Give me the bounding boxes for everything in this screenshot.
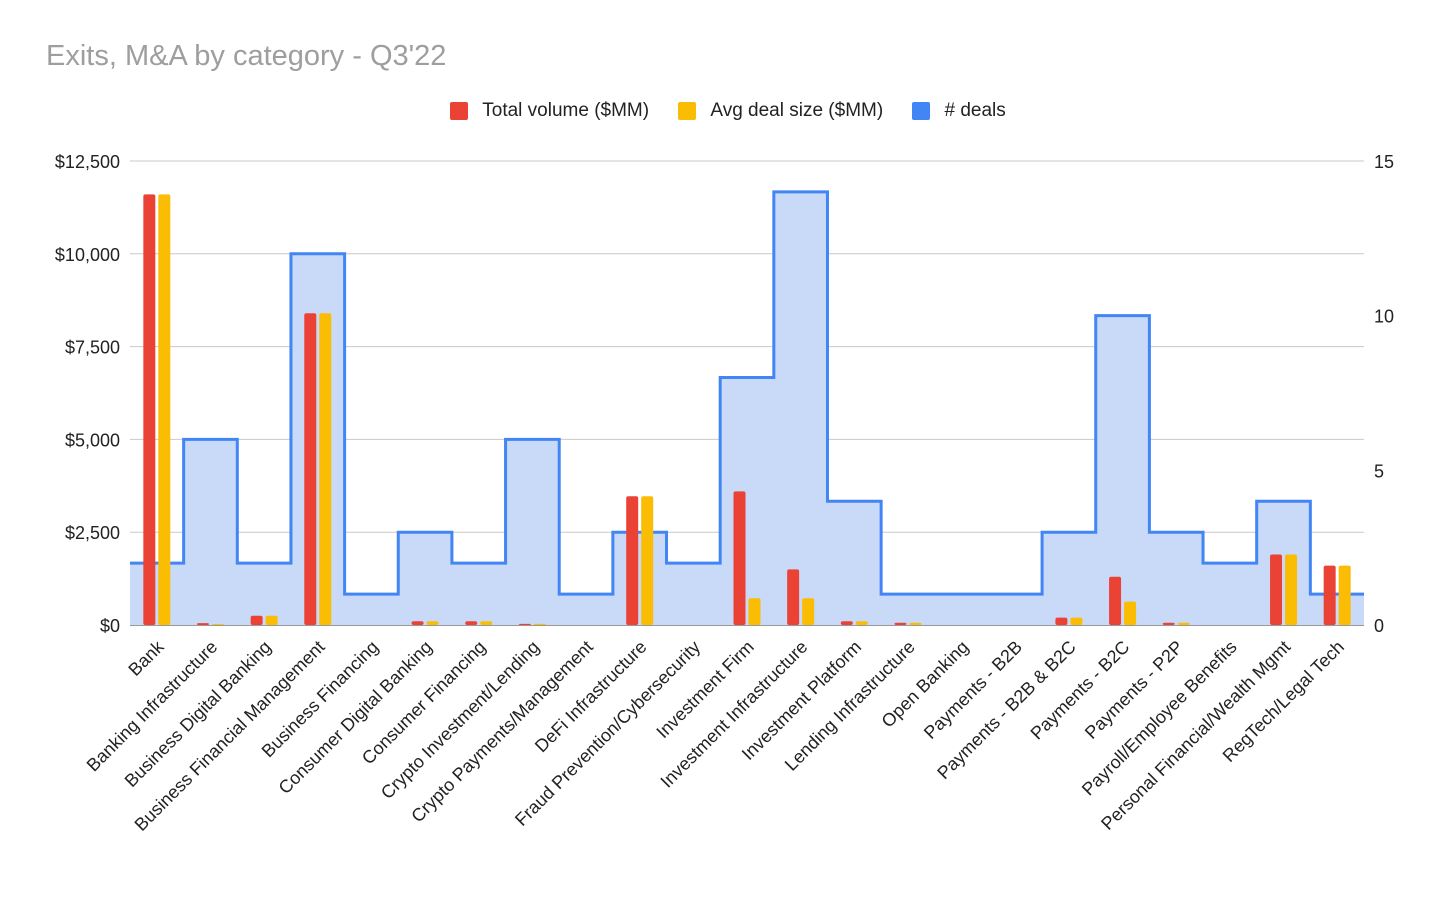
total-volume-bar — [1109, 576, 1122, 625]
legend-item-deals: # deals — [912, 100, 1006, 122]
total-volume-bar — [1323, 565, 1336, 625]
total-volume-bar — [1162, 622, 1175, 625]
avg-deal-size-bar — [533, 623, 546, 625]
total-volume-bar — [626, 496, 639, 625]
legend-label-total-volume: Total volume ($MM) — [482, 100, 650, 121]
legend-label-deals: # deals — [944, 100, 1006, 121]
legend-label-avg-deal-size: Avg deal size ($MM) — [710, 100, 884, 121]
chart-title: Exits, M&A by category - Q3'22 — [46, 40, 447, 72]
y-right-tick-label: 0 — [1374, 616, 1384, 636]
x-tick-label: Business Financial Management — [131, 637, 329, 835]
total-volume-bar — [518, 623, 531, 625]
avg-deal-size-bar — [265, 615, 278, 625]
legend: Total volume ($MM) Avg deal size ($MM) #… — [0, 100, 1456, 126]
y-left-tick-label: $7,500 — [65, 338, 120, 358]
avg-deal-size-bar — [855, 621, 868, 625]
legend-item-avg-deal-size: Avg deal size ($MM) — [678, 100, 883, 122]
total-volume-bar — [787, 569, 800, 625]
total-volume-bar — [1270, 554, 1283, 625]
avg-deal-size-bar — [802, 598, 815, 625]
total-volume-bar — [733, 491, 746, 625]
deals-step-line — [130, 190, 1364, 596]
deals-area — [130, 191, 1364, 625]
total-volume-bar — [894, 622, 907, 625]
x-tick-label: Payments - B2C — [1027, 637, 1134, 744]
total-volume-bar — [840, 621, 853, 625]
y-left-tick-label: $0 — [100, 616, 120, 636]
avg-deal-size-bar — [1177, 622, 1190, 625]
avg-deal-size-bar — [426, 621, 439, 625]
total-volume-bar — [143, 194, 156, 625]
legend-swatch-avg-deal-size — [678, 102, 697, 120]
avg-deal-size-bar — [1285, 554, 1298, 625]
x-tick-label: Payments - B2B — [920, 637, 1026, 743]
avg-deal-size-bar — [480, 621, 493, 625]
y-right-tick-label: 10 — [1374, 307, 1394, 327]
y-left-tick-label: $5,000 — [65, 430, 120, 450]
avg-deal-size-bar — [1338, 565, 1351, 625]
legend-swatch-total-volume — [450, 102, 469, 120]
x-tick-label: Bank — [124, 636, 168, 680]
avg-deal-size-bar — [748, 598, 761, 625]
avg-deal-size-bar — [158, 194, 171, 625]
avg-deal-size-bar — [1124, 601, 1137, 625]
y-right-tick-label: 15 — [1374, 152, 1394, 172]
x-tick-label: Payments - P2P — [1081, 637, 1187, 743]
y-left-tick-label: $10,000 — [55, 245, 120, 265]
avg-deal-size-bar — [319, 313, 332, 625]
y-left-tick-label: $12,500 — [55, 152, 120, 172]
avg-deal-size-bar — [1070, 617, 1083, 625]
total-volume-bar — [465, 621, 478, 625]
total-volume-bar — [1055, 617, 1068, 625]
legend-swatch-deals — [912, 102, 931, 120]
avg-deal-size-bar — [909, 622, 922, 625]
total-volume-bar — [304, 313, 317, 625]
avg-deal-size-bar — [641, 496, 654, 625]
total-volume-bar — [250, 615, 263, 625]
total-volume-bar — [411, 621, 424, 625]
total-volume-bar — [196, 623, 209, 625]
legend-item-total-volume: Total volume ($MM) — [450, 100, 649, 122]
avg-deal-size-bar — [211, 624, 224, 625]
y-right-tick-label: 5 — [1374, 461, 1384, 481]
x-tick-label: Investment Firm — [652, 637, 757, 742]
y-left-tick-label: $2,500 — [65, 523, 120, 543]
